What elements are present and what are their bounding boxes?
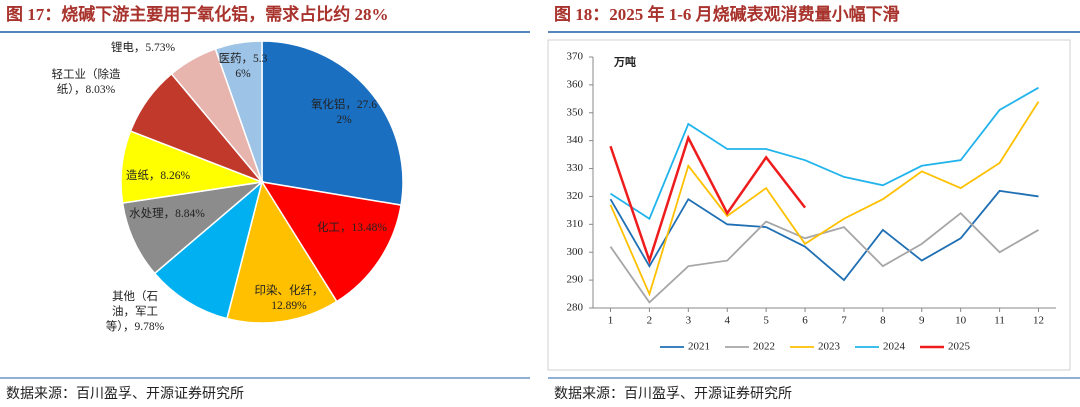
x-tick-label: 3 bbox=[686, 315, 692, 327]
x-tick-label: 7 bbox=[841, 315, 847, 327]
x-tick-label: 12 bbox=[1033, 315, 1044, 327]
legend-label: 2022 bbox=[753, 341, 775, 353]
x-tick-label: 9 bbox=[919, 315, 925, 327]
pie-slice bbox=[153, 179, 264, 320]
pie-slice bbox=[226, 180, 338, 324]
slice-label: 轻工业（除造纸），8.03% bbox=[51, 69, 121, 96]
y-tick-label: 280 bbox=[567, 302, 584, 314]
legend-label: 2021 bbox=[688, 341, 710, 353]
source: 数据来源：百川盈孚、开源证券研究所 bbox=[554, 386, 792, 402]
slice-label: 化工，13.48% bbox=[317, 222, 387, 234]
slice-label: 印染、化纤，12.89% bbox=[254, 285, 324, 312]
pie-slice bbox=[261, 40, 404, 206]
legend-label: 2025 bbox=[948, 341, 971, 353]
y-tick-label: 310 bbox=[567, 218, 584, 230]
line-series bbox=[609, 211, 1039, 304]
source: 数据来源：百川盈孚、开源证券研究所 bbox=[6, 386, 244, 402]
slice-label: 其他（石油，军工等），9.78% bbox=[105, 291, 165, 333]
chart-title: 图 17：烧碱下游主要用于氧化铝，需求占比约 28% bbox=[6, 4, 389, 24]
x-tick-label: 4 bbox=[724, 315, 730, 327]
line-series bbox=[609, 134, 807, 265]
legend-label: 2024 bbox=[883, 341, 906, 353]
x-tick-label: 11 bbox=[994, 315, 1005, 327]
slice-label: 锂电，5.73% bbox=[110, 42, 176, 54]
line-series bbox=[609, 189, 1039, 282]
y-tick-label: 290 bbox=[567, 274, 584, 286]
pie-slice bbox=[260, 180, 402, 303]
x-tick-label: 10 bbox=[955, 315, 967, 327]
x-tick-label: 2 bbox=[647, 315, 653, 327]
slice-label: 氧化铝，27.62% bbox=[310, 99, 378, 126]
y-tick-label: 300 bbox=[567, 246, 584, 258]
x-tick-label: 5 bbox=[763, 315, 769, 327]
y-tick-label: 340 bbox=[567, 134, 584, 146]
x-tick-label: 6 bbox=[802, 315, 808, 327]
line-series bbox=[609, 101, 1040, 297]
x-tick-label: 1 bbox=[608, 315, 614, 327]
legend-label: 2023 bbox=[818, 341, 841, 353]
y-unit: 万吨 bbox=[613, 55, 636, 69]
pie-slice bbox=[214, 40, 263, 183]
y-tick-label: 350 bbox=[567, 106, 584, 118]
slice-label: 水处理，8.84% bbox=[129, 208, 205, 220]
y-tick-label: 320 bbox=[567, 190, 584, 202]
line-series bbox=[610, 86, 1039, 221]
y-tick-label: 360 bbox=[567, 78, 584, 90]
slice-label: 造纸，8.26% bbox=[125, 170, 191, 182]
slice-label: 医药，5.36% bbox=[218, 53, 268, 80]
y-tick-label: 370 bbox=[567, 51, 584, 63]
x-tick-label: 8 bbox=[880, 315, 886, 327]
y-tick-label: 330 bbox=[567, 162, 584, 174]
chart-title: 图 18：2025 年 1-6 月烧碱表观消费量小幅下滑 bbox=[554, 4, 900, 24]
plot-frame bbox=[547, 39, 1071, 371]
